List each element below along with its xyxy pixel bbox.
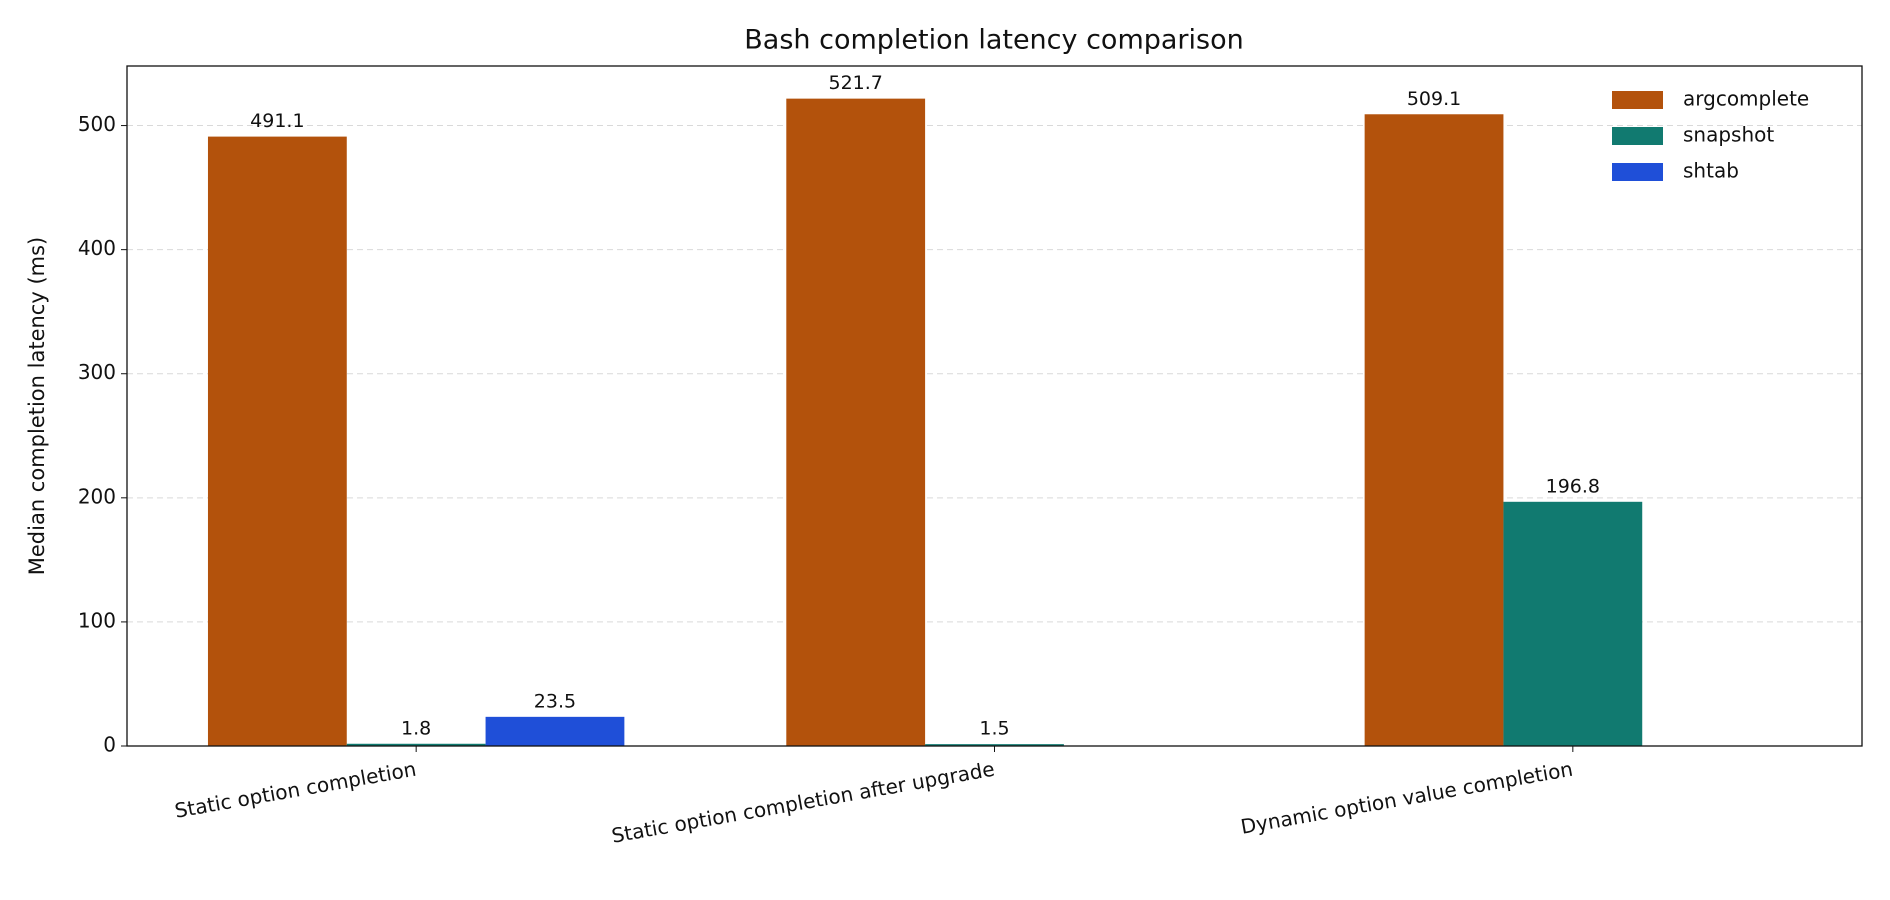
legend-swatch <box>1612 127 1663 145</box>
y-tick-label: 300 <box>78 360 116 384</box>
legend-label: snapshot <box>1683 123 1774 147</box>
y-axis-label: Median completion latency (ms) <box>25 237 49 576</box>
legend-label: argcomplete <box>1683 87 1809 111</box>
legend-swatch <box>1612 163 1663 181</box>
y-tick-label: 400 <box>78 236 116 260</box>
x-tick-label: Static option completion <box>173 757 418 823</box>
legend-label: shtab <box>1683 159 1739 183</box>
y-tick-label: 200 <box>78 484 116 508</box>
y-tick-label: 0 <box>103 733 116 757</box>
value-label: 1.5 <box>979 718 1009 740</box>
value-label: 491.1 <box>250 110 304 132</box>
x-tick-label: Static option completion after upgrade <box>610 757 997 848</box>
plot-frame <box>126 65 1863 747</box>
value-label: 23.5 <box>534 690 576 712</box>
value-label: 509.1 <box>1407 88 1461 110</box>
bar <box>1364 114 1504 746</box>
bar <box>786 98 926 747</box>
bar <box>1503 501 1643 746</box>
chart-title: Bash completion latency comparison <box>744 25 1243 56</box>
y-tick-label: 500 <box>78 112 116 136</box>
y-tick-label: 100 <box>78 608 116 632</box>
legend-swatch <box>1612 91 1663 109</box>
value-label: 521.7 <box>828 72 882 94</box>
value-label: 196.8 <box>1546 475 1600 497</box>
bar <box>207 136 347 746</box>
bar <box>925 744 1064 746</box>
bar <box>485 716 625 746</box>
bar <box>346 743 486 746</box>
x-tick-label: Dynamic option value completion <box>1239 757 1575 839</box>
value-label: 1.8 <box>401 717 431 739</box>
